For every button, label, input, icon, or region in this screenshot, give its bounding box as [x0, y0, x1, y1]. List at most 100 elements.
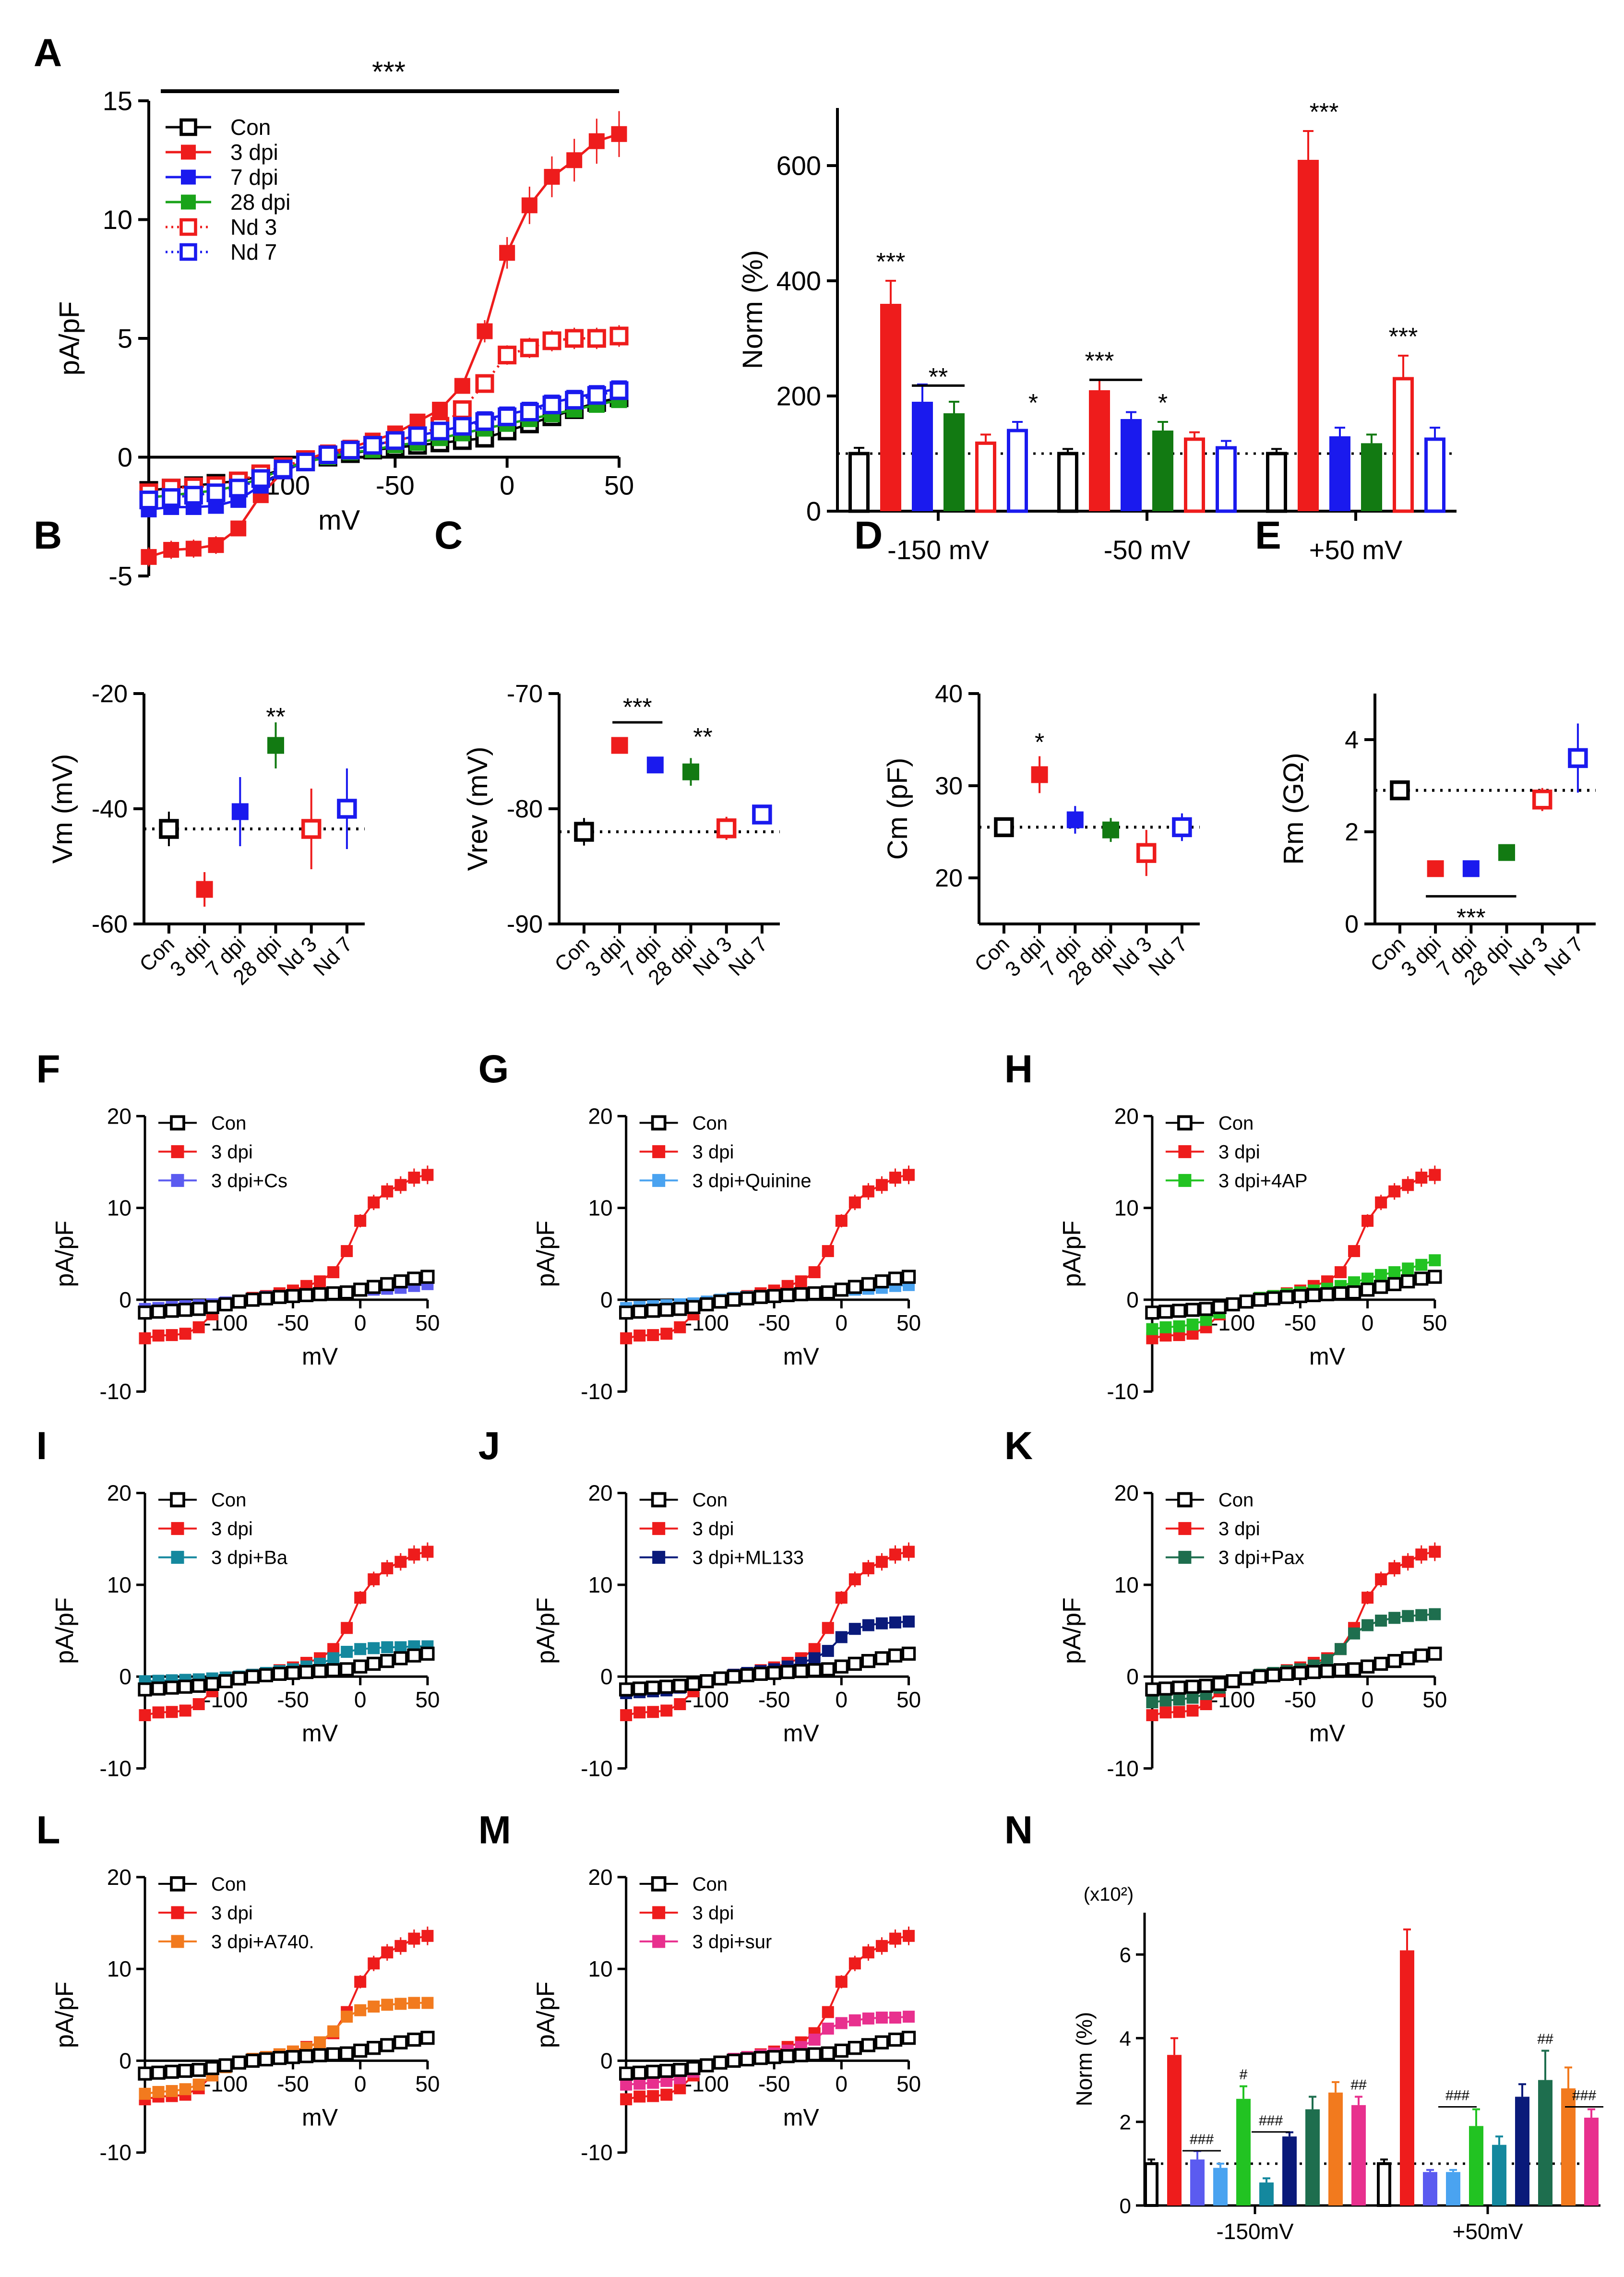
y-tick-label: 0 [1126, 1287, 1139, 1312]
data-point [619, 1682, 633, 1697]
data-point [646, 1304, 660, 1318]
x-tick-label: 0 [354, 1687, 367, 1712]
y-tick-label: -90 [507, 911, 543, 938]
bar [1190, 2159, 1205, 2205]
data-point [1347, 1285, 1361, 1300]
legend-marker [1178, 1145, 1192, 1158]
data-point [848, 1196, 861, 1209]
data-point [659, 1679, 674, 1694]
x-tick-label: Nd 7 [309, 932, 357, 980]
data-point [453, 417, 472, 436]
x-tick-label: 50 [896, 1687, 921, 1712]
data-point [1066, 811, 1084, 828]
y-axis-label: pA/pF [1058, 1597, 1086, 1664]
data-point [259, 1668, 274, 1682]
data-point [139, 1332, 151, 1344]
legend-label: Con [1218, 1490, 1254, 1511]
y-axis-label: pA/pF [532, 1981, 560, 2048]
x-tick-label: Nd 3 [688, 932, 736, 980]
panel-letter-b: B [34, 514, 62, 557]
legend-label: 3 dpi [1218, 1141, 1260, 1162]
x-tick-label: 0 [1361, 1310, 1374, 1335]
data-point [191, 1302, 206, 1316]
legend-marker [652, 1935, 666, 1948]
data-point [1212, 1677, 1227, 1691]
data-point [286, 2050, 300, 2064]
data-point [660, 1328, 673, 1340]
data-point [314, 2036, 326, 2049]
data-point [1266, 1291, 1280, 1306]
data-point [1414, 1271, 1429, 1286]
data-point [381, 1946, 394, 1959]
data-point [178, 1679, 192, 1694]
x-tick-label: 0 [836, 2071, 848, 2096]
data-point [191, 2062, 206, 2077]
data-point [821, 1662, 835, 1677]
data-point [178, 2063, 192, 2078]
data-point [822, 1622, 834, 1634]
data-point [1375, 1573, 1387, 1585]
data-point [327, 1266, 340, 1279]
legend-item: Con [166, 115, 271, 140]
legend-label: 3 dpi+Pax [1218, 1547, 1304, 1569]
data-point [619, 2066, 633, 2081]
legend-item: Con [158, 1874, 246, 1895]
data-point [138, 1682, 152, 1697]
data-point [408, 1997, 420, 2009]
data-point [727, 1293, 741, 1307]
legend-item: 3 dpi [166, 140, 278, 165]
data-point [381, 1641, 394, 1654]
data-point [408, 1548, 420, 1561]
data-point [861, 2038, 876, 2052]
series-con [1145, 1646, 1442, 1697]
data-point [299, 1288, 314, 1303]
legend-item: 3 dpi [158, 1141, 253, 1162]
y-tick-label: 2 [1345, 818, 1359, 846]
legend-item: Con [158, 1490, 246, 1511]
data-point [835, 1631, 848, 1643]
legend-item: 3 dpi+4AP [1165, 1170, 1308, 1191]
data-point [1146, 1709, 1158, 1721]
legend-label: 3 dpi+ML133 [693, 1547, 804, 1569]
legend-marker [179, 243, 197, 261]
x-tick-label: -50 [758, 2071, 790, 2096]
panel-letter-a: A [34, 31, 62, 75]
y-tick-label: -20 [92, 680, 128, 708]
data-point [179, 2083, 191, 2096]
data-point [354, 2004, 367, 2016]
data-point [152, 1330, 165, 1342]
x-axis-label: mV [1309, 1343, 1346, 1370]
x-tick-label: Nd 7 [724, 932, 772, 980]
data-point [139, 2087, 151, 2100]
x-tick-label: 0 [836, 1310, 848, 1335]
data-point [588, 133, 605, 149]
data-point [363, 436, 382, 455]
data-point [185, 540, 202, 557]
data-point [1360, 1659, 1375, 1674]
significance-stars: ** [693, 723, 712, 751]
significance-marks: ### [1572, 2088, 1596, 2104]
significance-marks: ### [1445, 2088, 1469, 2104]
data-point [1145, 1306, 1159, 1320]
data-point [1415, 1172, 1428, 1184]
bar [1538, 2080, 1552, 2205]
legend-label: 3 dpi [211, 1519, 253, 1540]
data-point [1429, 1169, 1441, 1181]
data-point [1173, 1693, 1185, 1706]
data-point [1239, 1671, 1254, 1686]
data-point [1200, 1698, 1212, 1711]
x-tick-label: Nd 3 [1504, 932, 1552, 980]
data-point [686, 1677, 701, 1691]
bar [912, 402, 933, 511]
legend-marker [170, 1876, 185, 1892]
data-point [341, 1622, 353, 1634]
data-point [367, 1280, 381, 1294]
data-point [646, 756, 664, 774]
y-tick-label: 10 [107, 1572, 131, 1597]
data-point [587, 329, 606, 348]
significance-stars: * [1028, 389, 1038, 417]
data-point [420, 1270, 435, 1284]
data-point [232, 1294, 246, 1309]
